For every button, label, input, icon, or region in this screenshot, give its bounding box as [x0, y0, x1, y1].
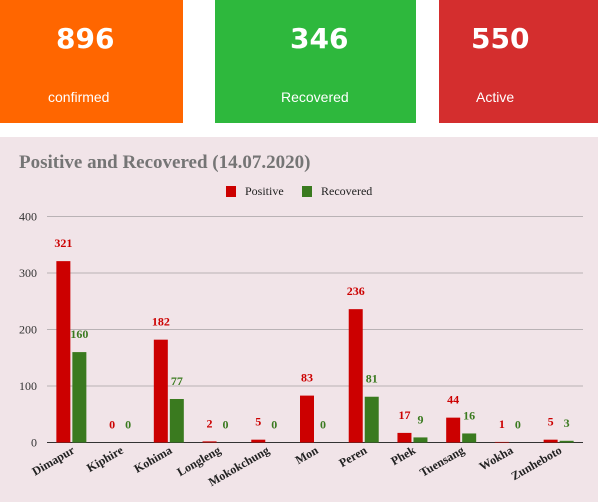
data-label-recovered: 160 — [70, 327, 88, 341]
data-label-recovered: 16 — [463, 408, 475, 422]
recovered-count: 346 — [290, 22, 349, 55]
y-tick-label: 0 — [31, 436, 37, 450]
data-label-recovered: 0 — [320, 418, 326, 432]
data-label-recovered: 81 — [366, 372, 378, 386]
data-label-positive: 182 — [152, 315, 170, 329]
y-tick-label: 200 — [19, 323, 37, 337]
data-label-recovered: 77 — [171, 374, 183, 388]
y-tick-label: 400 — [19, 210, 37, 224]
data-label-recovered: 0 — [223, 418, 229, 432]
data-label-positive: 321 — [54, 236, 72, 250]
x-tick-label: Tuensang — [417, 443, 466, 480]
bar-positive — [397, 432, 412, 443]
legend-label-recovered: Recovered — [321, 184, 373, 198]
legend-swatch-recovered — [302, 186, 312, 197]
bar-positive — [300, 395, 314, 443]
bar-positive — [56, 261, 71, 443]
data-label-positive: 0 — [109, 418, 115, 432]
data-label-recovered: 0 — [271, 418, 277, 432]
bar-recovered — [169, 398, 184, 443]
active-count: 550 — [471, 22, 530, 55]
y-tick-label: 300 — [19, 266, 37, 280]
x-tick-label: Wokha — [477, 443, 516, 473]
data-label-positive: 1 — [499, 417, 505, 431]
data-label-positive: 5 — [255, 415, 261, 429]
legend-swatch-positive — [226, 186, 236, 197]
confirmed-count: 896 — [56, 22, 115, 55]
bar-positive — [251, 439, 266, 443]
bar-positive — [446, 417, 461, 443]
data-label-positive: 236 — [347, 284, 365, 298]
x-tick-label: Kiphire — [84, 443, 126, 475]
x-tick-label: Mon — [293, 443, 321, 467]
bar-positive — [348, 309, 363, 443]
bar-recovered — [364, 396, 379, 443]
x-tick-label: Kohima — [132, 443, 175, 476]
data-label-recovered: 0 — [125, 418, 131, 432]
data-label-positive: 44 — [447, 393, 459, 407]
recovered-label: Recovered — [281, 89, 349, 105]
bar-recovered — [72, 352, 87, 443]
data-label-positive: 17 — [398, 408, 410, 422]
chart-panel: Positive and Recovered (14.07.2020) Posi… — [0, 137, 598, 502]
x-tick-label: Peren — [336, 443, 369, 470]
bar-positive — [494, 441, 509, 443]
active-label: Active — [476, 89, 515, 105]
data-label-recovered: 3 — [564, 416, 570, 430]
confirmed-card: 896 confirmed — [0, 0, 183, 123]
bar-recovered — [462, 433, 477, 443]
data-label-positive: 83 — [301, 371, 313, 385]
recovered-card: 346 Recovered — [215, 0, 416, 123]
confirmed-label: confirmed — [48, 89, 110, 105]
bar-positive — [153, 339, 168, 443]
legend-label-positive: Positive — [245, 184, 284, 198]
bar-recovered — [559, 440, 574, 443]
bar-recovered — [413, 437, 428, 443]
y-tick-label: 100 — [19, 379, 37, 393]
data-label-positive: 5 — [548, 415, 554, 429]
bar-positive — [543, 439, 558, 443]
x-tick-label: Phek — [388, 443, 418, 468]
data-label-positive: 2 — [207, 416, 213, 430]
data-label-recovered: 0 — [515, 418, 521, 432]
active-card: 550 Active — [439, 0, 598, 123]
data-label-recovered: 9 — [417, 412, 423, 426]
chart-title: Positive and Recovered (14.07.2020) — [19, 152, 311, 173]
bar-positive — [202, 441, 217, 443]
x-tick-label: Zunheboto — [509, 443, 565, 483]
